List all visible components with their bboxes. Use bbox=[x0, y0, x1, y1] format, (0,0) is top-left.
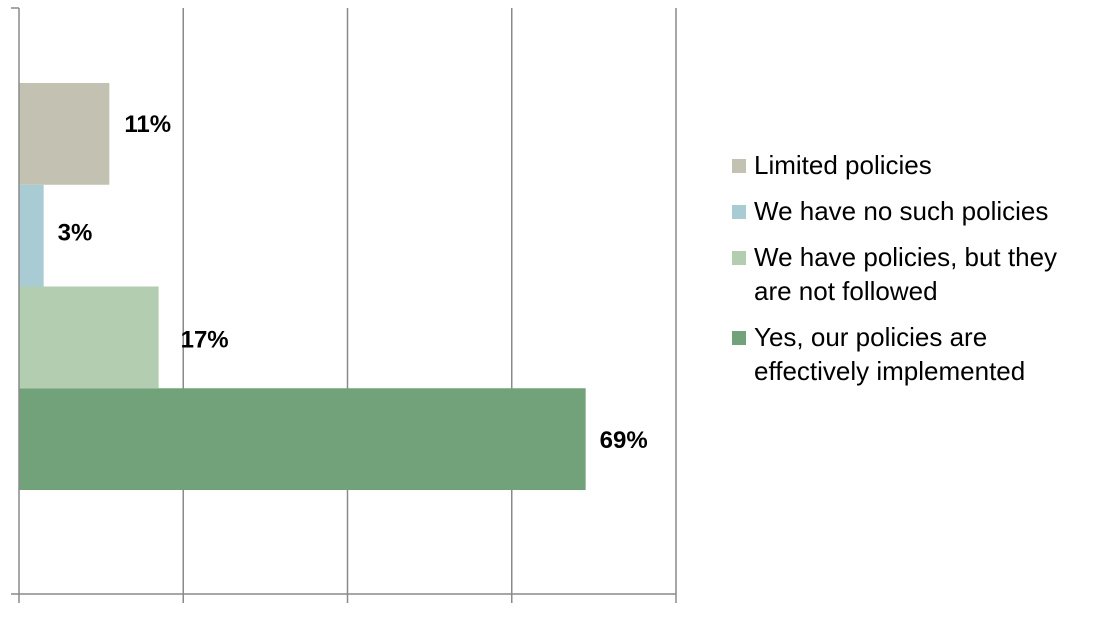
data-label-policies-not-followed: 17% bbox=[181, 326, 229, 353]
legend-label-limited-policies: Limited policies bbox=[754, 150, 932, 180]
data-label-no-such-policies: 3% bbox=[58, 220, 93, 247]
gridlines bbox=[182, 8, 677, 594]
bar-no-such-policies bbox=[19, 184, 44, 287]
x-axis: 020406080 bbox=[11, 7, 677, 603]
data-labels: 69% 17% 3% 11% bbox=[58, 111, 648, 454]
legend-label-policies-not-followed: We have policies, but they are not follo… bbox=[754, 242, 1058, 306]
legend-label-effectively-implemented: Yes, our policies are effectively implem… bbox=[754, 322, 1026, 386]
data-label-limited-policies: 11% bbox=[124, 111, 171, 138]
legend-swatch-no-such-policies bbox=[732, 205, 746, 219]
data-label-effectively-implemented: 69% bbox=[600, 427, 648, 454]
legend-item-no-such-policies: We have no such policies bbox=[730, 194, 1095, 228]
legend-swatch-limited-policies bbox=[732, 159, 746, 173]
bar-policies-not-followed bbox=[19, 286, 159, 389]
legend-item-policies-not-followed: We have policies, but they are not follo… bbox=[730, 240, 1095, 308]
legend-item-limited-policies: Limited policies bbox=[730, 148, 1095, 182]
legend: Limited policies We have no such policie… bbox=[730, 148, 1095, 400]
legend-item-effectively-implemented: Yes, our policies are effectively implem… bbox=[730, 320, 1095, 388]
legend-swatch-policies-not-followed bbox=[732, 251, 746, 265]
legend-label-no-such-policies: We have no such policies bbox=[754, 196, 1049, 226]
legend-swatch-effectively-implemented bbox=[732, 331, 746, 345]
bars bbox=[19, 83, 586, 490]
bar-effectively-implemented bbox=[19, 388, 586, 490]
bar-limited-policies bbox=[19, 83, 110, 185]
